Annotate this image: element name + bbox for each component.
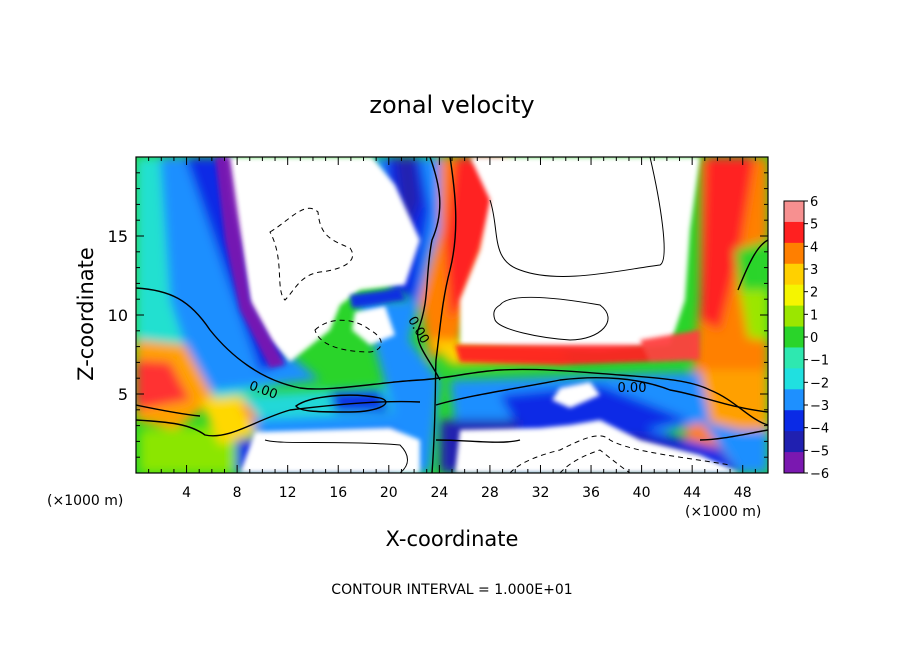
x-unit-label-right: (×1000 m)	[685, 504, 761, 520]
x-tick-label: 16	[329, 485, 347, 501]
colorbar-label: 3	[810, 263, 818, 278]
colorbar-label: 6	[810, 195, 818, 210]
x-tick-label: 40	[633, 485, 651, 501]
contour-label: 0.00	[618, 381, 647, 396]
colorbar-swatch	[784, 263, 804, 286]
contour-lines-dashed	[269, 207, 731, 473]
contour-lines-thin	[264, 157, 665, 473]
colorbar-swatch	[784, 284, 804, 307]
x-tick-label: 32	[532, 485, 550, 501]
colorbar-label: −6	[810, 467, 829, 482]
colorbar-swatch	[784, 326, 804, 348]
x-unit-label: (×1000 m)	[47, 493, 123, 509]
colorbar-swatch	[784, 410, 804, 432]
colorbar-swatch	[784, 221, 804, 244]
colorbar-label: 5	[810, 218, 818, 233]
y-axis: 5 10 15	[108, 172, 768, 458]
colorbar-label: −4	[810, 422, 829, 437]
y-tick-label: 5	[118, 385, 128, 404]
y-axis-title: Z-coordinate	[74, 247, 98, 381]
colorbar-label: −2	[810, 376, 829, 391]
x-tick-label: 4	[182, 485, 191, 501]
contour-lines	[136, 157, 768, 473]
footer-note: CONTOUR INTERVAL = 1.000E+01	[331, 582, 572, 598]
x-tick-label: 24	[430, 485, 448, 501]
x-axis: 4 8 12 16 20 24 28 32 36 40 44 48	[148, 157, 756, 501]
plot-field	[136, 157, 768, 473]
x-tick-label: 44	[683, 485, 701, 501]
colorbar-swatch	[784, 347, 804, 369]
y-tick-label: 10	[108, 306, 128, 325]
colorbar-swatch	[784, 368, 804, 390]
colorbar-label: 1	[810, 308, 818, 323]
colorbar-swatch	[784, 201, 804, 223]
colorbar-swatch	[784, 242, 804, 265]
colorbar-label: −5	[810, 444, 829, 459]
y-tick-label: 15	[108, 227, 128, 246]
colorbar-swatch	[784, 452, 804, 474]
x-tick-label: 28	[481, 485, 499, 501]
colorbar-label: −1	[810, 354, 829, 369]
colorbar-swatch	[784, 431, 804, 453]
colorbar: 6 5 4 3 2 1 0 −1 −2 −3 −4 −5 −6	[783, 195, 829, 482]
x-tick-label: 48	[734, 485, 752, 501]
x-axis-title: X-coordinate	[386, 527, 519, 551]
chart-title: zonal velocity	[369, 91, 534, 119]
x-tick-label: 20	[380, 485, 398, 501]
colorbar-swatch	[784, 305, 804, 328]
x-tick-label: 12	[279, 485, 297, 501]
colorbar-label: 0	[810, 331, 818, 346]
x-tick-label: 36	[582, 485, 600, 501]
colorbar-label: 4	[810, 240, 818, 255]
colorbar-swatch	[784, 389, 804, 411]
colorbar-label: −3	[810, 399, 829, 414]
colorbar-label: 2	[810, 286, 818, 301]
x-tick-label: 8	[233, 485, 242, 501]
